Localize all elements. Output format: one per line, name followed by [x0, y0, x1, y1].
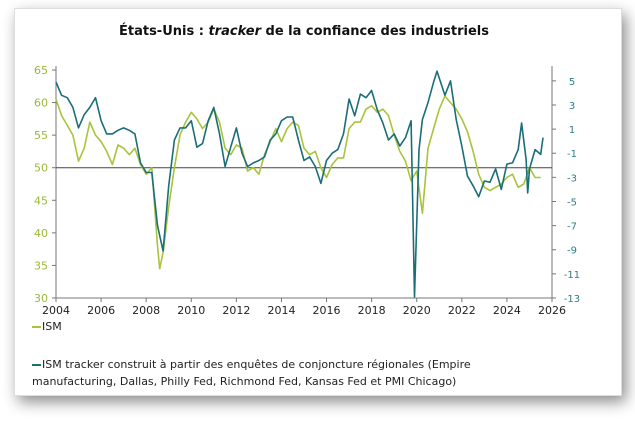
chart-card [14, 8, 622, 396]
x-tick-label: 2008 [132, 304, 160, 317]
left-y-tick-label: 35 [34, 259, 48, 272]
left-y-tick-label: 30 [34, 292, 48, 305]
x-tick-label: 2024 [493, 304, 521, 317]
x-tick-label: 2006 [87, 304, 115, 317]
right-y-tick-label: -5 [567, 197, 577, 208]
right-y-tick-label: -1 [567, 149, 577, 160]
series-ism-line [55, 95, 541, 270]
right-y-tick-label: -3 [567, 173, 577, 184]
left-y-tick-label: 45 [34, 194, 48, 207]
x-tick-label: 2004 [42, 304, 70, 317]
series-tracker-line [55, 70, 544, 298]
left-y-tick-label: 50 [34, 162, 48, 175]
x-tick-label: 2026 [538, 304, 566, 317]
x-tick-label: 2010 [177, 304, 205, 317]
x-tick-label: 2014 [267, 304, 295, 317]
legend-label-tracker: ISM tracker construit à partir des enquê… [32, 358, 471, 388]
left-y-tick-label: 60 [34, 97, 48, 110]
right-y-tick-label: -7 [567, 222, 577, 233]
left-y-tick-label: 65 [34, 64, 48, 77]
right-y-tick-label: 3 [569, 101, 575, 112]
legend-swatch-ism [32, 326, 41, 328]
x-tick-label: 2018 [358, 304, 386, 317]
left-y-tick-label: 40 [34, 227, 48, 240]
x-tick-label: 2012 [222, 304, 250, 317]
right-y-tick-label: -9 [567, 246, 577, 257]
right-y-tick-label: -11 [564, 270, 580, 281]
x-tick-label: 2022 [448, 304, 476, 317]
legend-item-ism: ISM [32, 318, 62, 335]
right-y-tick-label: -13 [564, 294, 580, 305]
right-y-tick-label: 1 [569, 125, 575, 136]
chart-title: États-Unis : tracker de la confiance des… [118, 24, 490, 39]
right-y-tick-label: 5 [569, 77, 575, 88]
legend-label-ism: ISM [42, 320, 62, 333]
legend-swatch-tracker [32, 364, 41, 366]
x-tick-label: 2020 [403, 304, 431, 317]
legend-item-tracker: ISM tracker construit à partir des enquê… [32, 356, 552, 390]
x-tick-label: 2016 [313, 304, 341, 317]
left-y-tick-label: 55 [34, 129, 48, 142]
